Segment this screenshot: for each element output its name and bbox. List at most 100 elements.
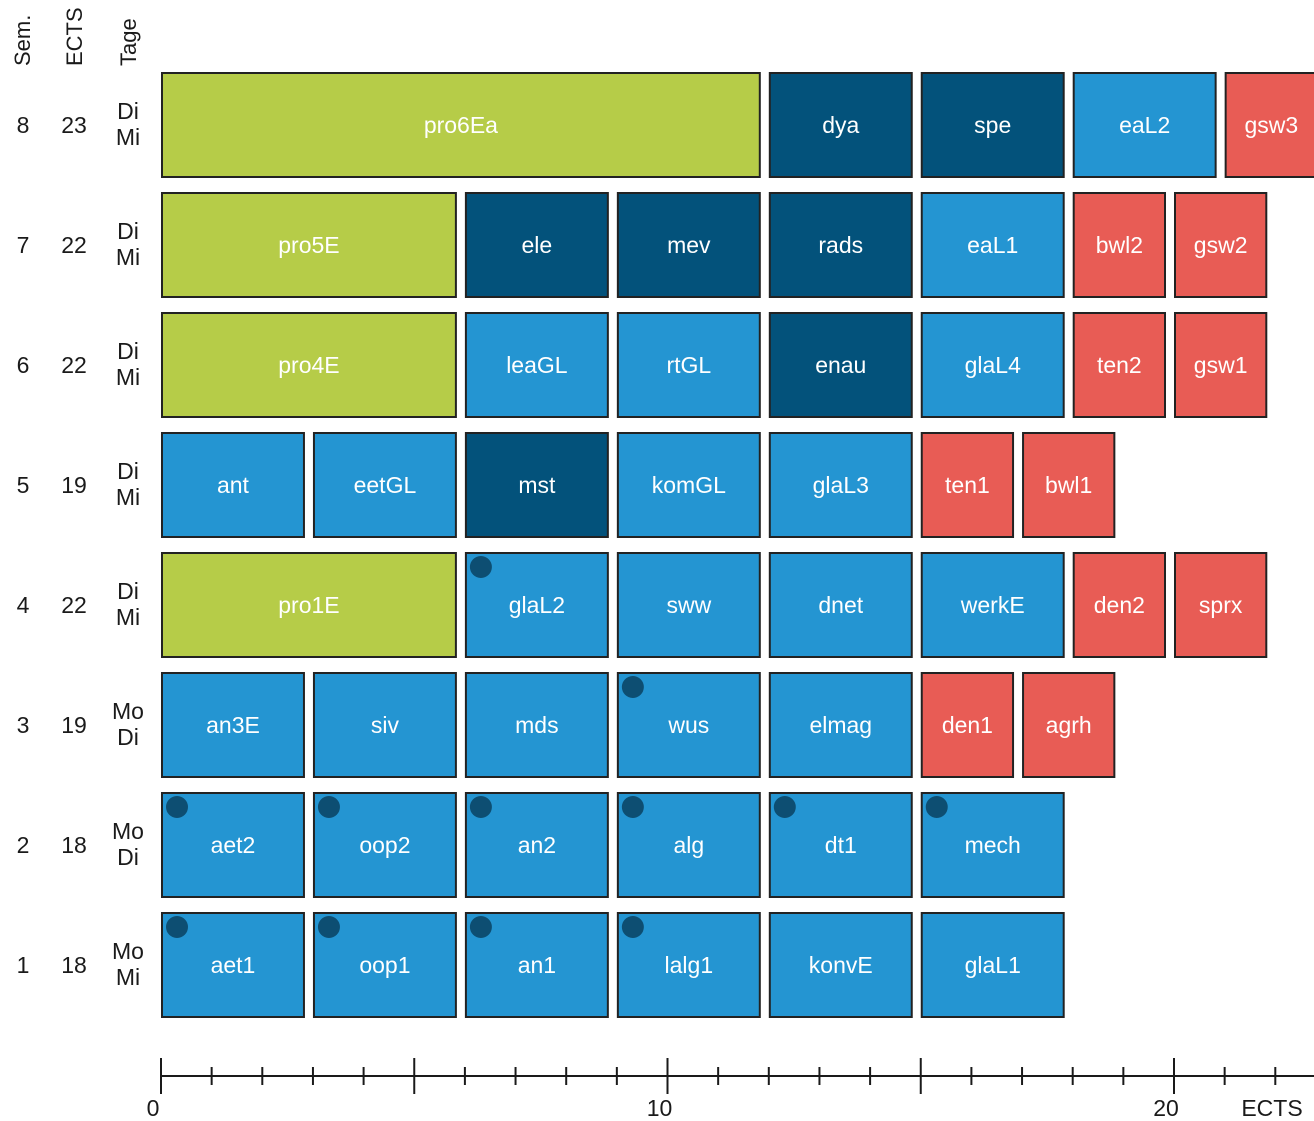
semester-day: Di <box>117 844 139 870</box>
module-marker-dot <box>317 916 340 938</box>
semester-day: Di <box>117 218 139 244</box>
module-box: gsw1 <box>1174 312 1268 418</box>
module-label: komGL <box>652 472 726 498</box>
module-rect <box>768 312 913 418</box>
module-label: glaL2 <box>509 592 565 618</box>
module-box: agrh <box>1022 672 1116 778</box>
module-box: dt1 <box>768 792 913 898</box>
module-label: enau <box>815 352 866 378</box>
module-rect <box>768 672 913 778</box>
semester-day: Mi <box>116 244 140 270</box>
semester-number: 3 <box>17 712 30 738</box>
module-label: dt1 <box>825 832 857 858</box>
module-rect <box>312 672 457 778</box>
semester-ects: 18 <box>61 832 87 858</box>
module-rect <box>616 192 761 298</box>
module-label: glaL1 <box>965 952 1021 978</box>
module-label: pro6Ea <box>424 112 498 138</box>
module-rect <box>768 912 913 1018</box>
module-box: den2 <box>1072 552 1166 658</box>
module-rect <box>1022 432 1116 538</box>
module-box: werkE <box>920 552 1065 658</box>
module-rect <box>464 312 609 418</box>
module-box: mech <box>920 792 1065 898</box>
module-rect <box>920 912 1065 1018</box>
module-label: eaL1 <box>967 232 1018 258</box>
module-label: wus <box>667 712 709 738</box>
module-box: sprx <box>1174 552 1268 658</box>
module-rect <box>616 432 761 538</box>
module-label: oop1 <box>359 952 410 978</box>
semester-day: Di <box>117 578 139 604</box>
module-box: glaL4 <box>920 312 1065 418</box>
module-box: dya <box>768 72 913 178</box>
semester-day: Di <box>117 98 139 124</box>
module-rect <box>1072 192 1166 298</box>
module-box: konvE <box>768 912 913 1018</box>
module-rect <box>616 312 761 418</box>
module-label: an1 <box>518 952 556 978</box>
module-rect <box>312 432 457 538</box>
module-box: oop1 <box>312 912 457 1018</box>
module-box: ele <box>464 192 609 298</box>
module-box: ant <box>161 432 305 538</box>
module-label: konvE <box>809 952 873 978</box>
module-box: rads <box>768 192 913 298</box>
module-rect <box>920 552 1065 658</box>
module-label: den2 <box>1094 592 1145 618</box>
module-marker-dot <box>317 796 340 818</box>
module-rect <box>920 192 1065 298</box>
module-rect <box>920 432 1015 538</box>
module-box: komGL <box>616 432 761 538</box>
module-label: mech <box>965 832 1021 858</box>
module-marker-dot <box>469 916 492 938</box>
module-marker-dot <box>621 916 644 938</box>
module-rect <box>1022 672 1116 778</box>
module-label: glaL4 <box>965 352 1021 378</box>
module-label: bwl2 <box>1096 232 1143 258</box>
semester-ects: 18 <box>61 952 87 978</box>
semester-day: Mi <box>116 124 140 150</box>
module-marker-dot <box>166 916 188 938</box>
module-label: dnet <box>818 592 863 618</box>
semester-day: Di <box>117 724 139 750</box>
module-label: aet2 <box>211 832 256 858</box>
module-label: dya <box>822 112 859 138</box>
module-box: eetGL <box>312 432 457 538</box>
module-label: agrh <box>1046 712 1092 738</box>
module-box: glaL2 <box>464 552 609 658</box>
module-rect <box>1174 192 1268 298</box>
semester-day: Mo <box>112 698 144 724</box>
module-label: an2 <box>518 832 556 858</box>
module-rect <box>768 432 913 538</box>
semester-number: 8 <box>17 112 30 138</box>
module-box: siv <box>312 672 457 778</box>
module-label: siv <box>371 712 400 738</box>
module-label: pro5E <box>278 232 339 258</box>
ects-axis: 0 10 20 ECTS <box>147 1058 1314 1121</box>
module-box: pro5E <box>161 192 457 298</box>
semester-ects: 22 <box>61 232 87 258</box>
module-rect <box>161 312 457 418</box>
module-rect <box>616 552 761 658</box>
module-box: an3E <box>161 672 305 778</box>
module-label: gsw1 <box>1194 352 1248 378</box>
module-box: glaL1 <box>920 912 1065 1018</box>
module-rect <box>920 72 1065 178</box>
semester-number: 4 <box>17 592 30 618</box>
semester-day: Di <box>117 458 139 484</box>
module-rect <box>1072 312 1166 418</box>
axis-tick-label: 10 <box>647 1095 673 1121</box>
module-rect <box>1174 552 1268 658</box>
module-box: mds <box>464 672 609 778</box>
module-box: pro4E <box>161 312 457 418</box>
module-box: oop2 <box>312 792 457 898</box>
module-box: enau <box>768 312 913 418</box>
module-box: dnet <box>768 552 913 658</box>
module-rect <box>464 432 609 538</box>
semester-number: 6 <box>17 352 30 378</box>
